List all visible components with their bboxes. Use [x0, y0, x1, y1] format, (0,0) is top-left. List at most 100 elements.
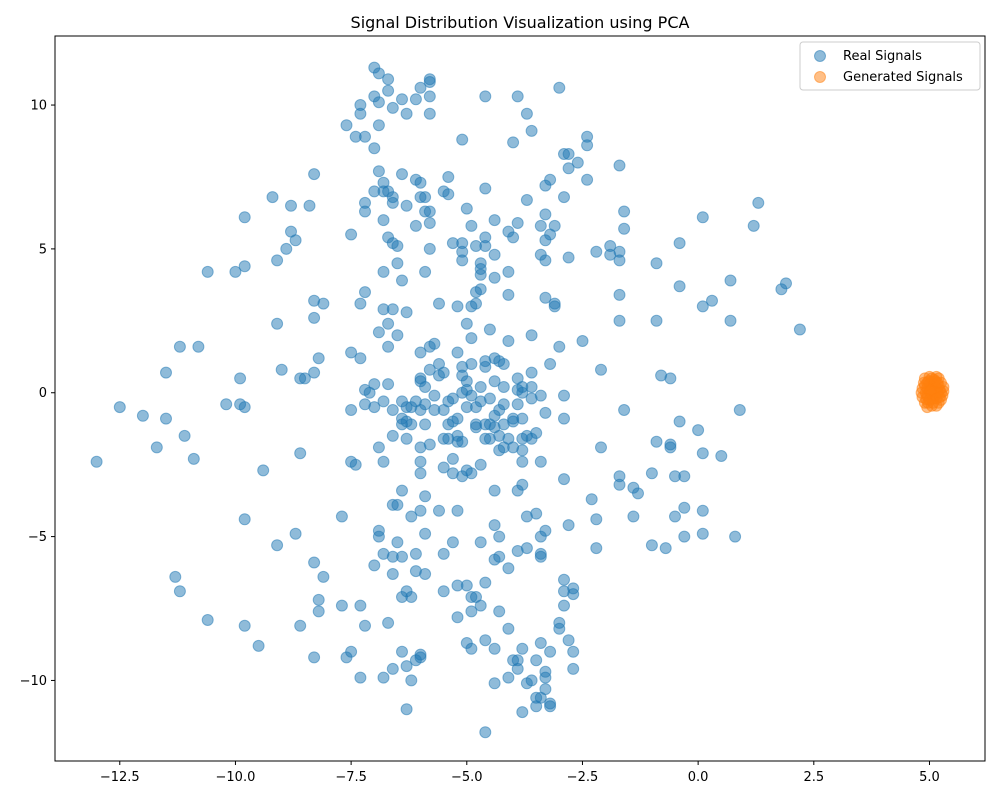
real-signal-point-53 — [539, 179, 552, 192]
real-signal-point-36 — [372, 165, 385, 178]
real-signal-point-414 — [382, 616, 395, 629]
real-signal-point-70 — [618, 205, 631, 218]
real-signal-point-60 — [386, 196, 399, 209]
real-signal-point-435 — [386, 662, 399, 675]
real-signal-point-101 — [562, 251, 575, 264]
real-signal-point-275 — [400, 432, 413, 445]
real-signal-point-178 — [192, 340, 205, 353]
real-signal-point-17 — [400, 107, 413, 120]
generated-signal-point-44 — [933, 391, 946, 404]
real-signal-point-12 — [479, 90, 492, 103]
real-signal-point-421 — [308, 651, 321, 664]
real-signal-point-87 — [618, 222, 631, 235]
real-signal-point-166 — [465, 332, 478, 345]
real-signal-point-365 — [645, 539, 658, 552]
real-signal-point-410 — [558, 599, 570, 612]
x-tick-label-1: −10.0 — [216, 770, 256, 785]
real-signal-point-337 — [201, 614, 214, 626]
real-signal-point-305 — [650, 435, 663, 448]
y-tick-label-4: 10 — [30, 99, 47, 114]
real-signal-point-229 — [558, 389, 570, 402]
real-signal-point-174 — [595, 363, 607, 376]
real-signal-point-75 — [289, 234, 302, 247]
real-signal-point-227 — [511, 398, 524, 411]
real-signal-point-16 — [386, 101, 399, 114]
real-signal-point-441 — [530, 654, 543, 667]
real-signal-point-127 — [502, 288, 515, 301]
real-signal-point-67 — [511, 217, 524, 229]
real-signal-point-200 — [419, 381, 432, 393]
real-signal-point-15 — [372, 96, 385, 109]
real-signal-point-2 — [382, 73, 395, 86]
real-signal-point-432 — [534, 637, 547, 649]
real-signal-point-333 — [488, 484, 501, 497]
legend-marker-generated — [814, 71, 826, 83]
real-signal-point-180 — [345, 346, 358, 359]
real-signal-point-182 — [382, 340, 395, 353]
real-signal-point-69 — [539, 208, 552, 221]
real-signal-point-207 — [488, 375, 501, 388]
real-signal-point-49 — [419, 191, 432, 204]
y-tick-label-3: 5 — [39, 242, 47, 257]
real-signal-point-448 — [502, 671, 515, 684]
real-signal-point-43 — [414, 176, 427, 189]
real-signal-point-344 — [451, 504, 464, 517]
real-signal-point-122 — [474, 268, 487, 281]
real-signal-point-342 — [414, 504, 427, 517]
real-signal-point-241 — [419, 398, 432, 411]
real-signal-point-186 — [465, 358, 478, 370]
real-signal-point-124 — [488, 271, 501, 284]
real-signal-point-117 — [419, 265, 432, 278]
real-signal-point-359 — [446, 536, 459, 549]
real-signal-point-22 — [372, 119, 385, 132]
real-signal-point-128 — [539, 291, 552, 304]
real-signal-point-25 — [349, 130, 362, 143]
real-signal-point-385 — [409, 565, 422, 578]
real-signal-point-408 — [465, 605, 478, 618]
real-signal-point-228 — [525, 392, 538, 405]
real-signal-point-219 — [428, 389, 441, 402]
real-signal-point-431 — [516, 642, 529, 655]
real-signal-point-415 — [451, 611, 464, 624]
real-signal-point-39 — [581, 173, 594, 186]
real-signal-point-268 — [507, 415, 520, 428]
real-signal-point-440 — [511, 662, 524, 675]
real-signal-point-447 — [488, 677, 501, 690]
real-signal-point-211 — [525, 381, 538, 393]
real-signal-point-413 — [359, 619, 371, 632]
real-signal-point-401 — [567, 588, 580, 601]
real-signal-point-135 — [724, 274, 737, 287]
real-signal-point-271 — [673, 415, 686, 428]
real-signal-point-112 — [229, 265, 242, 278]
real-signal-point-389 — [173, 585, 186, 598]
real-signal-point-262 — [446, 415, 459, 428]
real-signal-point-296 — [423, 438, 436, 451]
real-signal-point-418 — [553, 622, 566, 635]
real-signal-point-202 — [437, 366, 450, 379]
real-signal-point-104 — [604, 240, 617, 252]
real-signal-point-331 — [396, 484, 408, 497]
real-signal-point-254 — [136, 409, 149, 422]
real-signal-point-65 — [488, 214, 501, 227]
real-signal-point-37 — [396, 168, 408, 181]
real-signal-point-63 — [423, 205, 436, 218]
real-signal-point-111 — [238, 260, 251, 273]
real-signal-point-396 — [460, 579, 473, 592]
real-signal-point-52 — [479, 182, 492, 195]
real-signal-point-348 — [562, 519, 575, 532]
real-signal-point-72 — [752, 196, 765, 209]
x-tick-label-3: −5.0 — [451, 770, 483, 785]
real-signal-point-215 — [363, 386, 376, 399]
real-signal-point-10 — [409, 93, 422, 106]
real-signal-point-444 — [354, 671, 367, 684]
real-signal-point-32 — [562, 148, 575, 160]
real-signal-point-429 — [479, 634, 492, 647]
real-signal-point-88 — [747, 219, 760, 232]
real-signal-point-30 — [581, 139, 594, 152]
real-signal-point-352 — [271, 539, 284, 552]
real-signal-point-402 — [335, 599, 348, 612]
real-signal-point-27 — [368, 142, 381, 155]
real-signal-point-160 — [382, 317, 395, 330]
real-signal-point-252 — [618, 404, 631, 416]
